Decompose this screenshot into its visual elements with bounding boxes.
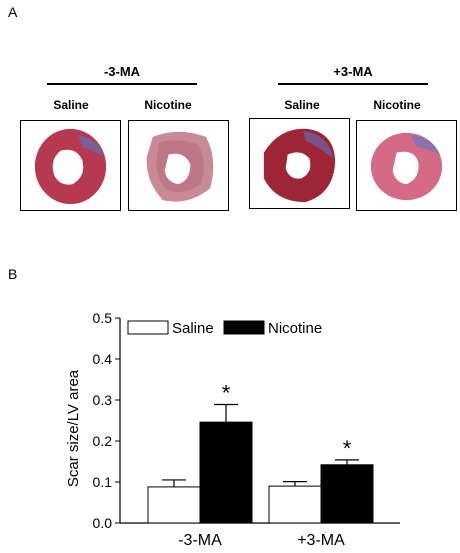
y-tick-label: 0.1: [93, 474, 113, 490]
legend-swatch: [223, 320, 265, 335]
bar-chart: 0.0 0.1 0.2 0.3 0.4 0.5 Scar size/LV area -3-MA…: [65, 310, 400, 549]
y-axis-label: Scar size/LV area: [65, 369, 82, 487]
group-underline-minus-3ma: [47, 83, 197, 85]
group-title-minus-3ma: -3-MA: [103, 64, 141, 79]
legend-label: Saline: [172, 320, 214, 337]
condition-label-saline-plus-3ma: Saline: [284, 98, 320, 112]
bar: [147, 486, 201, 524]
legend-swatch: [127, 320, 169, 335]
chart-bars: [147, 403, 374, 524]
y-tick-label: 0.4: [93, 351, 113, 367]
bar: [268, 485, 322, 524]
heart-slice-nicotine-minus-3ma: [128, 120, 229, 211]
heart-slice-saline-minus-3ma: [20, 120, 121, 211]
y-tick-label: 0.2: [93, 433, 113, 449]
bar: [320, 464, 374, 524]
y-tick-label: 0.0: [93, 515, 113, 531]
significance-asterisk: *: [343, 436, 352, 461]
group-underline-plus-3ma: [278, 83, 428, 85]
x-tick-label: +3-MA: [297, 532, 345, 549]
group-title-plus-3ma: +3-MA: [333, 64, 373, 79]
heart-slice-saline-plus-3ma: [249, 118, 350, 209]
x-tick-label: -3-MA: [178, 532, 222, 549]
condition-label-nicotine-plus-3ma: Nicotine: [373, 98, 421, 112]
bar: [199, 421, 253, 524]
y-tick-label: 0.5: [93, 310, 113, 326]
legend-label: Nicotine: [268, 320, 322, 337]
heart-slice-nicotine-plus-3ma: [356, 120, 457, 211]
condition-label-nicotine-minus-3ma: Nicotine: [144, 98, 192, 112]
chart-labels: 0.0 0.1 0.2 0.3 0.4 0.5 Scar size/LV area -3-MA…: [65, 310, 352, 549]
y-tick-label: 0.3: [93, 392, 113, 408]
panel-b-label: B: [8, 266, 18, 282]
significance-asterisk: *: [222, 381, 231, 406]
panel-a-label: A: [8, 4, 18, 20]
condition-label-saline-minus-3ma: Saline: [53, 98, 89, 112]
